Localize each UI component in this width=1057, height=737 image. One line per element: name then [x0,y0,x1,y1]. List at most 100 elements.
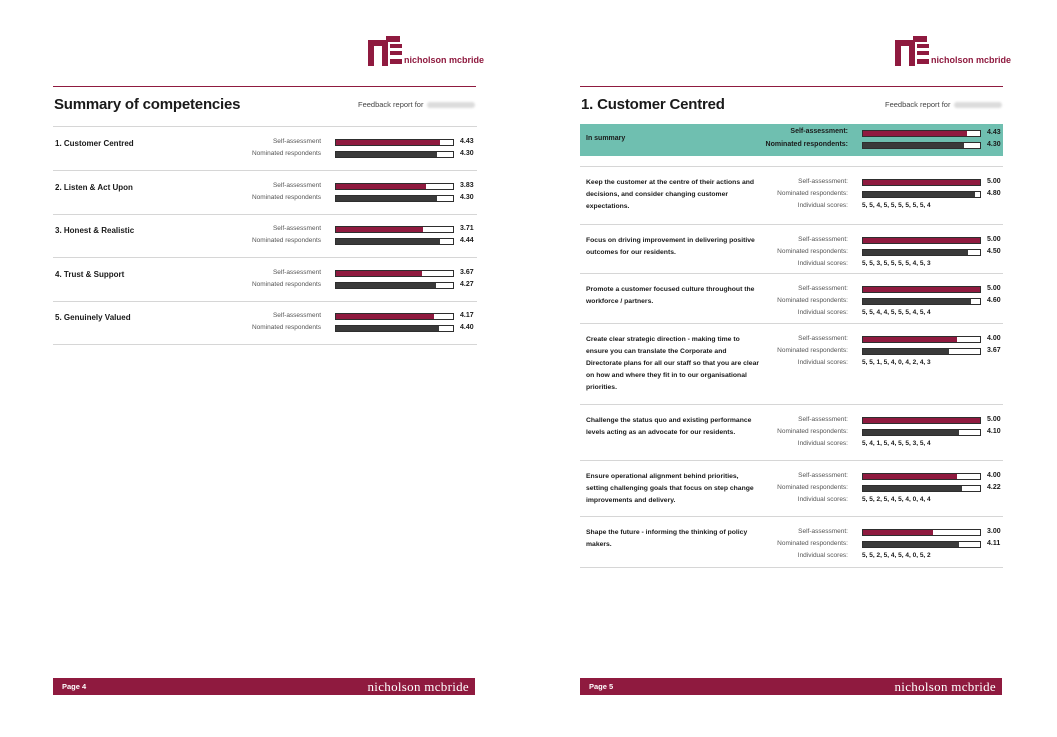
nominated-bar [335,151,454,158]
nominated-bar-fill [863,542,960,547]
nominated-bar-fill [863,486,962,491]
competency-name: 4. Trust & Support [55,270,125,279]
competency-row: 5. Genuinely Valued Self-assessment Nomina… [53,301,477,345]
footer: Page 5 nicholson mcbride [580,678,1002,695]
individual-scores-label: Individual scores: [797,359,848,366]
nominated-bar-fill [336,283,436,288]
individual-scores: 5, 5, 2, 5, 4, 5, 4, 0, 4, 4 [862,496,931,503]
nominated-bar-fill [336,326,439,331]
nominated-label: Nominated respondents [251,281,321,288]
question-text: Ensure operational alignment behind prio… [586,473,754,504]
competency-row: 3. Honest & Realistic Self-assessment Nomi… [53,214,477,258]
individual-scores-label: Individual scores: [797,552,848,559]
nominated-label: Nominated respondents: [777,484,848,491]
self-assessment-bar [862,529,981,536]
self-assessment-bar [335,139,454,146]
self-assessment-value: 5.00 [987,416,1001,423]
individual-scores-label: Individual scores: [797,496,848,503]
individual-scores: 5, 5, 3, 5, 5, 5, 5, 4, 5, 3 [862,260,931,267]
nominated-label: Nominated respondents: [777,347,848,354]
redacted-name [954,101,1003,108]
nominated-value: 4.10 [987,428,1001,435]
self-assessment-bar-fill [863,238,980,243]
competency-name: 1. Customer Centred [55,139,134,148]
nominated-bar-fill [863,250,969,255]
footer-brand: nicholson mcbride [894,679,996,694]
nominated-bar [335,238,454,245]
nominated-label: Nominated respondents: [777,297,848,304]
feedback-for-label: Feedback report for [358,100,424,109]
page-4: nicholson mcbride Summary of competencie… [0,0,528,737]
self-assessment-value: 4.17 [460,312,474,319]
nominated-label: Nominated respondents: [777,248,848,255]
feedback-for: Feedback report for [885,100,1003,109]
self-assessment-bar [335,183,454,190]
nominated-bar-fill [336,196,437,201]
nominated-bar-fill [863,299,971,304]
self-assessment-label: Self-assessment: [798,178,848,185]
question-row: Shape the future - informing the thinkin… [580,517,1003,568]
nominated-value: 4.40 [460,324,474,331]
competency-name: 3. Honest & Realistic [55,226,135,235]
logo-mark-icon [368,36,402,66]
competency-row: 4. Trust & Support Self-assessment Nominat… [53,258,477,302]
self-assessment-value: 5.00 [987,285,1001,292]
self-assessment-bar-fill [336,227,423,232]
summary-box: In summary Self-assessment: Nominated re… [580,124,1003,156]
nominated-bar [862,249,981,256]
question-text: Promote a customer focused culture throu… [586,286,755,305]
nominated-value: 4.44 [460,237,474,244]
self-assessment-bar-fill [863,337,957,342]
nominated-bar [862,485,981,492]
footer: Page 4 nicholson mcbride [53,678,475,695]
nominated-value: 4.22 [987,484,1001,491]
competency-name: 5. Genuinely Valued [55,313,131,322]
title-rule [53,126,477,127]
page-title: Summary of competencies [54,96,241,113]
self-assessment-bar [862,336,981,343]
self-assessment-label: Self-assessment: [798,528,848,535]
nominated-bar [335,325,454,332]
self-assessment-value: 5.00 [987,236,1001,243]
nominated-bar-fill [336,239,440,244]
self-assessment-value: 4.00 [987,472,1001,479]
nominated-label: Nominated respondents: [777,190,848,197]
competency-row: 1. Customer Centred Self-assessment Nomina… [53,127,477,171]
self-assessment-bar [335,313,454,320]
nominated-bar-fill [863,349,949,354]
nominated-value: 4.50 [987,248,1001,255]
nominated-bar [862,348,981,355]
self-assessment-label: Self-assessment [272,312,321,319]
nominated-label: Nominated respondents [251,237,321,244]
nominated-bar [335,195,454,202]
self-assessment-label: Self-assessment [272,269,321,276]
self-assessment-bar-fill [336,314,434,319]
self-assessment-bar [335,270,454,277]
summary-self-bar-fill [863,131,967,136]
summary-nom-bar [862,142,981,149]
nominated-value: 4.11 [987,540,1001,547]
nominated-bar-fill [863,430,959,435]
nominated-bar [862,429,981,436]
question-row: Promote a customer focused culture throu… [580,274,1003,324]
footer-brand: nicholson mcbride [367,679,469,694]
nominated-label: Nominated respondents: [777,540,848,547]
question-text: Focus on driving improvement in deliveri… [586,237,755,256]
nominated-value: 4.30 [460,194,474,201]
nominated-label: Nominated respondents: [777,428,848,435]
individual-scores-label: Individual scores: [797,260,848,267]
self-assessment-bar [862,417,981,424]
nominated-value: 3.67 [987,347,1001,354]
individual-scores: 5, 4, 1, 5, 4, 5, 5, 3, 5, 4 [862,440,931,447]
self-assessment-value: 5.00 [987,178,1001,185]
self-assessment-label: Self-assessment: [798,416,848,423]
self-assessment-bar-fill [863,287,980,292]
question-text: Create clear strategic direction - makin… [586,336,759,391]
nominated-value: 4.60 [987,297,1001,304]
individual-scores: 5, 5, 4, 5, 5, 5, 5, 5, 5, 4 [862,202,931,209]
nominated-value: 4.80 [987,190,1001,197]
self-assessment-bar-fill [336,271,422,276]
nominated-label: Nominated respondents [251,324,321,331]
self-assessment-bar-fill [863,474,957,479]
summary-title: In summary [586,135,626,142]
